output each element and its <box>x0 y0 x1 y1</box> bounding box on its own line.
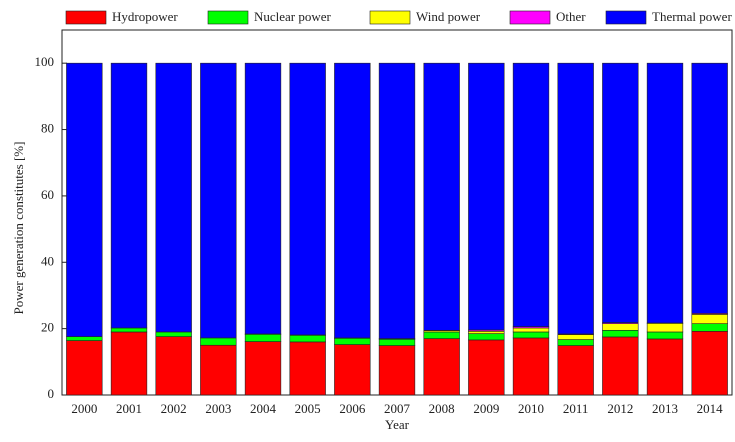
x-tick-label: 2013 <box>652 401 678 416</box>
y-axis-label: Power generation constitutes [%] <box>11 142 26 315</box>
bar-segment <box>156 337 192 395</box>
bar-segment <box>111 328 147 332</box>
bar-segment <box>647 332 683 339</box>
bar-segment <box>468 334 504 340</box>
bar-segment <box>245 334 281 341</box>
x-axis-label: Year <box>385 417 410 432</box>
legend-label: Nuclear power <box>254 9 332 24</box>
x-tick-label: 2006 <box>339 401 366 416</box>
x-tick-label: 2012 <box>607 401 633 416</box>
x-tick-label: 2007 <box>384 401 411 416</box>
bar-segment <box>602 324 638 331</box>
bar-segment <box>602 330 638 337</box>
bar-segment <box>334 63 370 338</box>
bar-segment <box>379 339 415 345</box>
x-tick-label: 2009 <box>473 401 499 416</box>
legend-label: Thermal power <box>652 9 732 24</box>
legend-label: Wind power <box>416 9 481 24</box>
legend-swatch <box>510 11 550 24</box>
x-tick-label: 2014 <box>697 401 724 416</box>
bar-segment <box>558 335 594 340</box>
bar-segment <box>558 346 594 395</box>
bar-segment <box>200 63 236 338</box>
bar-segment <box>379 63 415 338</box>
bar-segment <box>156 332 192 337</box>
bar-segment <box>66 337 102 341</box>
y-tick-label: 0 <box>48 386 55 401</box>
bar-segment <box>513 338 549 395</box>
bar-segment <box>558 340 594 346</box>
bar-segment <box>513 332 549 338</box>
bar-segment <box>424 339 460 395</box>
bar-segment <box>513 63 549 326</box>
bar-segment <box>468 331 504 333</box>
bar-segment <box>156 63 192 332</box>
bar-segment <box>692 324 728 332</box>
bar-segment <box>692 314 728 323</box>
bar-segment <box>602 63 638 322</box>
legend-swatch <box>606 11 646 24</box>
bar-segment <box>66 341 102 395</box>
bar-segment <box>200 345 236 395</box>
x-tick-label: 2011 <box>563 401 589 416</box>
bar-segment <box>647 323 683 332</box>
x-tick-label: 2010 <box>518 401 544 416</box>
x-tick-label: 2001 <box>116 401 142 416</box>
legend-label: Hydropower <box>112 9 178 24</box>
x-tick-label: 2002 <box>161 401 187 416</box>
x-tick-label: 2005 <box>295 401 321 416</box>
bar-segment <box>111 63 147 328</box>
legend-swatch <box>66 11 106 24</box>
bar-segment <box>647 63 683 323</box>
x-tick-label: 2008 <box>429 401 455 416</box>
bar-segment <box>245 63 281 334</box>
bar-segment <box>245 342 281 395</box>
bar-segment <box>647 339 683 395</box>
bar-segment <box>513 328 549 332</box>
bar-segment <box>602 337 638 395</box>
bar-segment <box>468 63 504 330</box>
bar-segment <box>290 63 326 335</box>
x-tick-label: 2003 <box>205 401 231 416</box>
legend-label: Other <box>556 9 586 24</box>
y-tick-label: 40 <box>41 253 54 268</box>
x-tick-label: 2004 <box>250 401 277 416</box>
bar-segment <box>424 63 460 330</box>
bar-segment <box>334 338 370 344</box>
y-tick-label: 20 <box>41 320 54 335</box>
y-tick-label: 80 <box>41 121 54 136</box>
legend-swatch <box>370 11 410 24</box>
bar-segment <box>334 345 370 395</box>
bar-segment <box>290 342 326 395</box>
bar-segment <box>424 332 460 339</box>
bar-segment <box>692 331 728 395</box>
x-tick-label: 2000 <box>71 401 97 416</box>
bar-segment <box>692 63 728 313</box>
bar-segment <box>66 63 102 336</box>
bar-segment <box>290 335 326 342</box>
bar-segment <box>558 63 594 334</box>
legend-swatch <box>208 11 248 24</box>
y-tick-label: 60 <box>41 187 54 202</box>
y-tick-label: 100 <box>35 54 55 69</box>
bar-segment <box>379 346 415 395</box>
bar-segment <box>200 338 236 345</box>
bar-segment <box>111 332 147 395</box>
bar-segment <box>468 340 504 395</box>
